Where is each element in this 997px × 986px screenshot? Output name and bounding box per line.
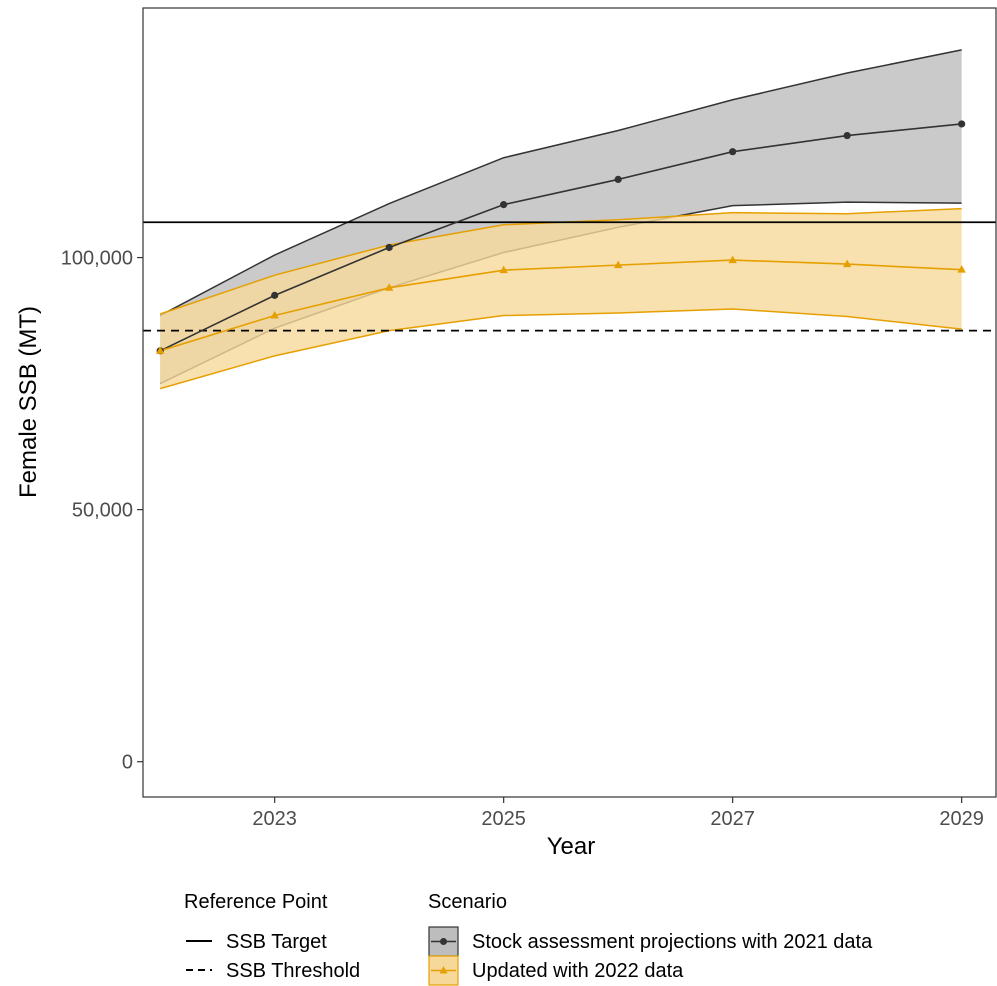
- x-tick-label: 2023: [252, 808, 297, 830]
- point-2022: [270, 311, 279, 319]
- legend-2021-key: [428, 926, 459, 957]
- point-2021: [271, 291, 279, 299]
- point-2021: [614, 175, 622, 184]
- legend: Reference Point SSB Target SSB Threshold…: [184, 891, 873, 986]
- y-tick-label: 100,000: [61, 248, 133, 270]
- point-2022: [384, 283, 394, 291]
- legend-ssb-target-label: SSB Target: [226, 931, 327, 953]
- series-line-2022: [159, 259, 962, 352]
- confidence-bands: [159, 49, 962, 390]
- point-2021: [729, 148, 737, 156]
- x-tick-label: 2029: [939, 808, 984, 830]
- point-2022: [499, 265, 508, 274]
- band-upper-2021: [159, 49, 962, 317]
- legend-scenario-title: Scenario: [428, 891, 507, 913]
- legend-2021-label: Stock assessment projections with 2021 d…: [472, 931, 873, 953]
- legend-ssb-threshold-label: SSB Threshold: [226, 960, 360, 982]
- point-2022: [613, 260, 623, 269]
- legend-2022-label: Updated with 2022 data: [472, 960, 684, 982]
- reference-lines: [143, 221, 996, 332]
- series-line-2021: [159, 123, 962, 352]
- point-2021: [958, 120, 966, 128]
- band-lower-2022: [159, 308, 962, 390]
- point-2021: [385, 243, 393, 252]
- plot-panel-border: [142, 7, 997, 798]
- point-2022: [728, 255, 737, 264]
- series-lines: [159, 123, 962, 352]
- x-axis-title: Year: [547, 833, 596, 860]
- band-2022: [160, 208, 962, 389]
- axes: 2023 2025 2027 2029 0 50,000 100,000: [61, 248, 984, 830]
- point-2021: [500, 201, 508, 209]
- x-tick-label: 2027: [710, 808, 755, 830]
- y-tick-label: 0: [122, 752, 133, 774]
- band-2021: [160, 49, 962, 384]
- x-tick-label: 2025: [481, 808, 526, 830]
- point-2022: [957, 265, 966, 273]
- series-points: [155, 120, 966, 355]
- legend-reference-title: Reference Point: [184, 891, 328, 913]
- y-axis-title: Female SSB (MT): [15, 306, 42, 498]
- point-2021: [843, 131, 851, 140]
- point-2022: [842, 259, 852, 268]
- point-2022: [155, 346, 165, 354]
- legend-2022-key: [428, 955, 459, 986]
- y-tick-label: 50,000: [72, 500, 133, 522]
